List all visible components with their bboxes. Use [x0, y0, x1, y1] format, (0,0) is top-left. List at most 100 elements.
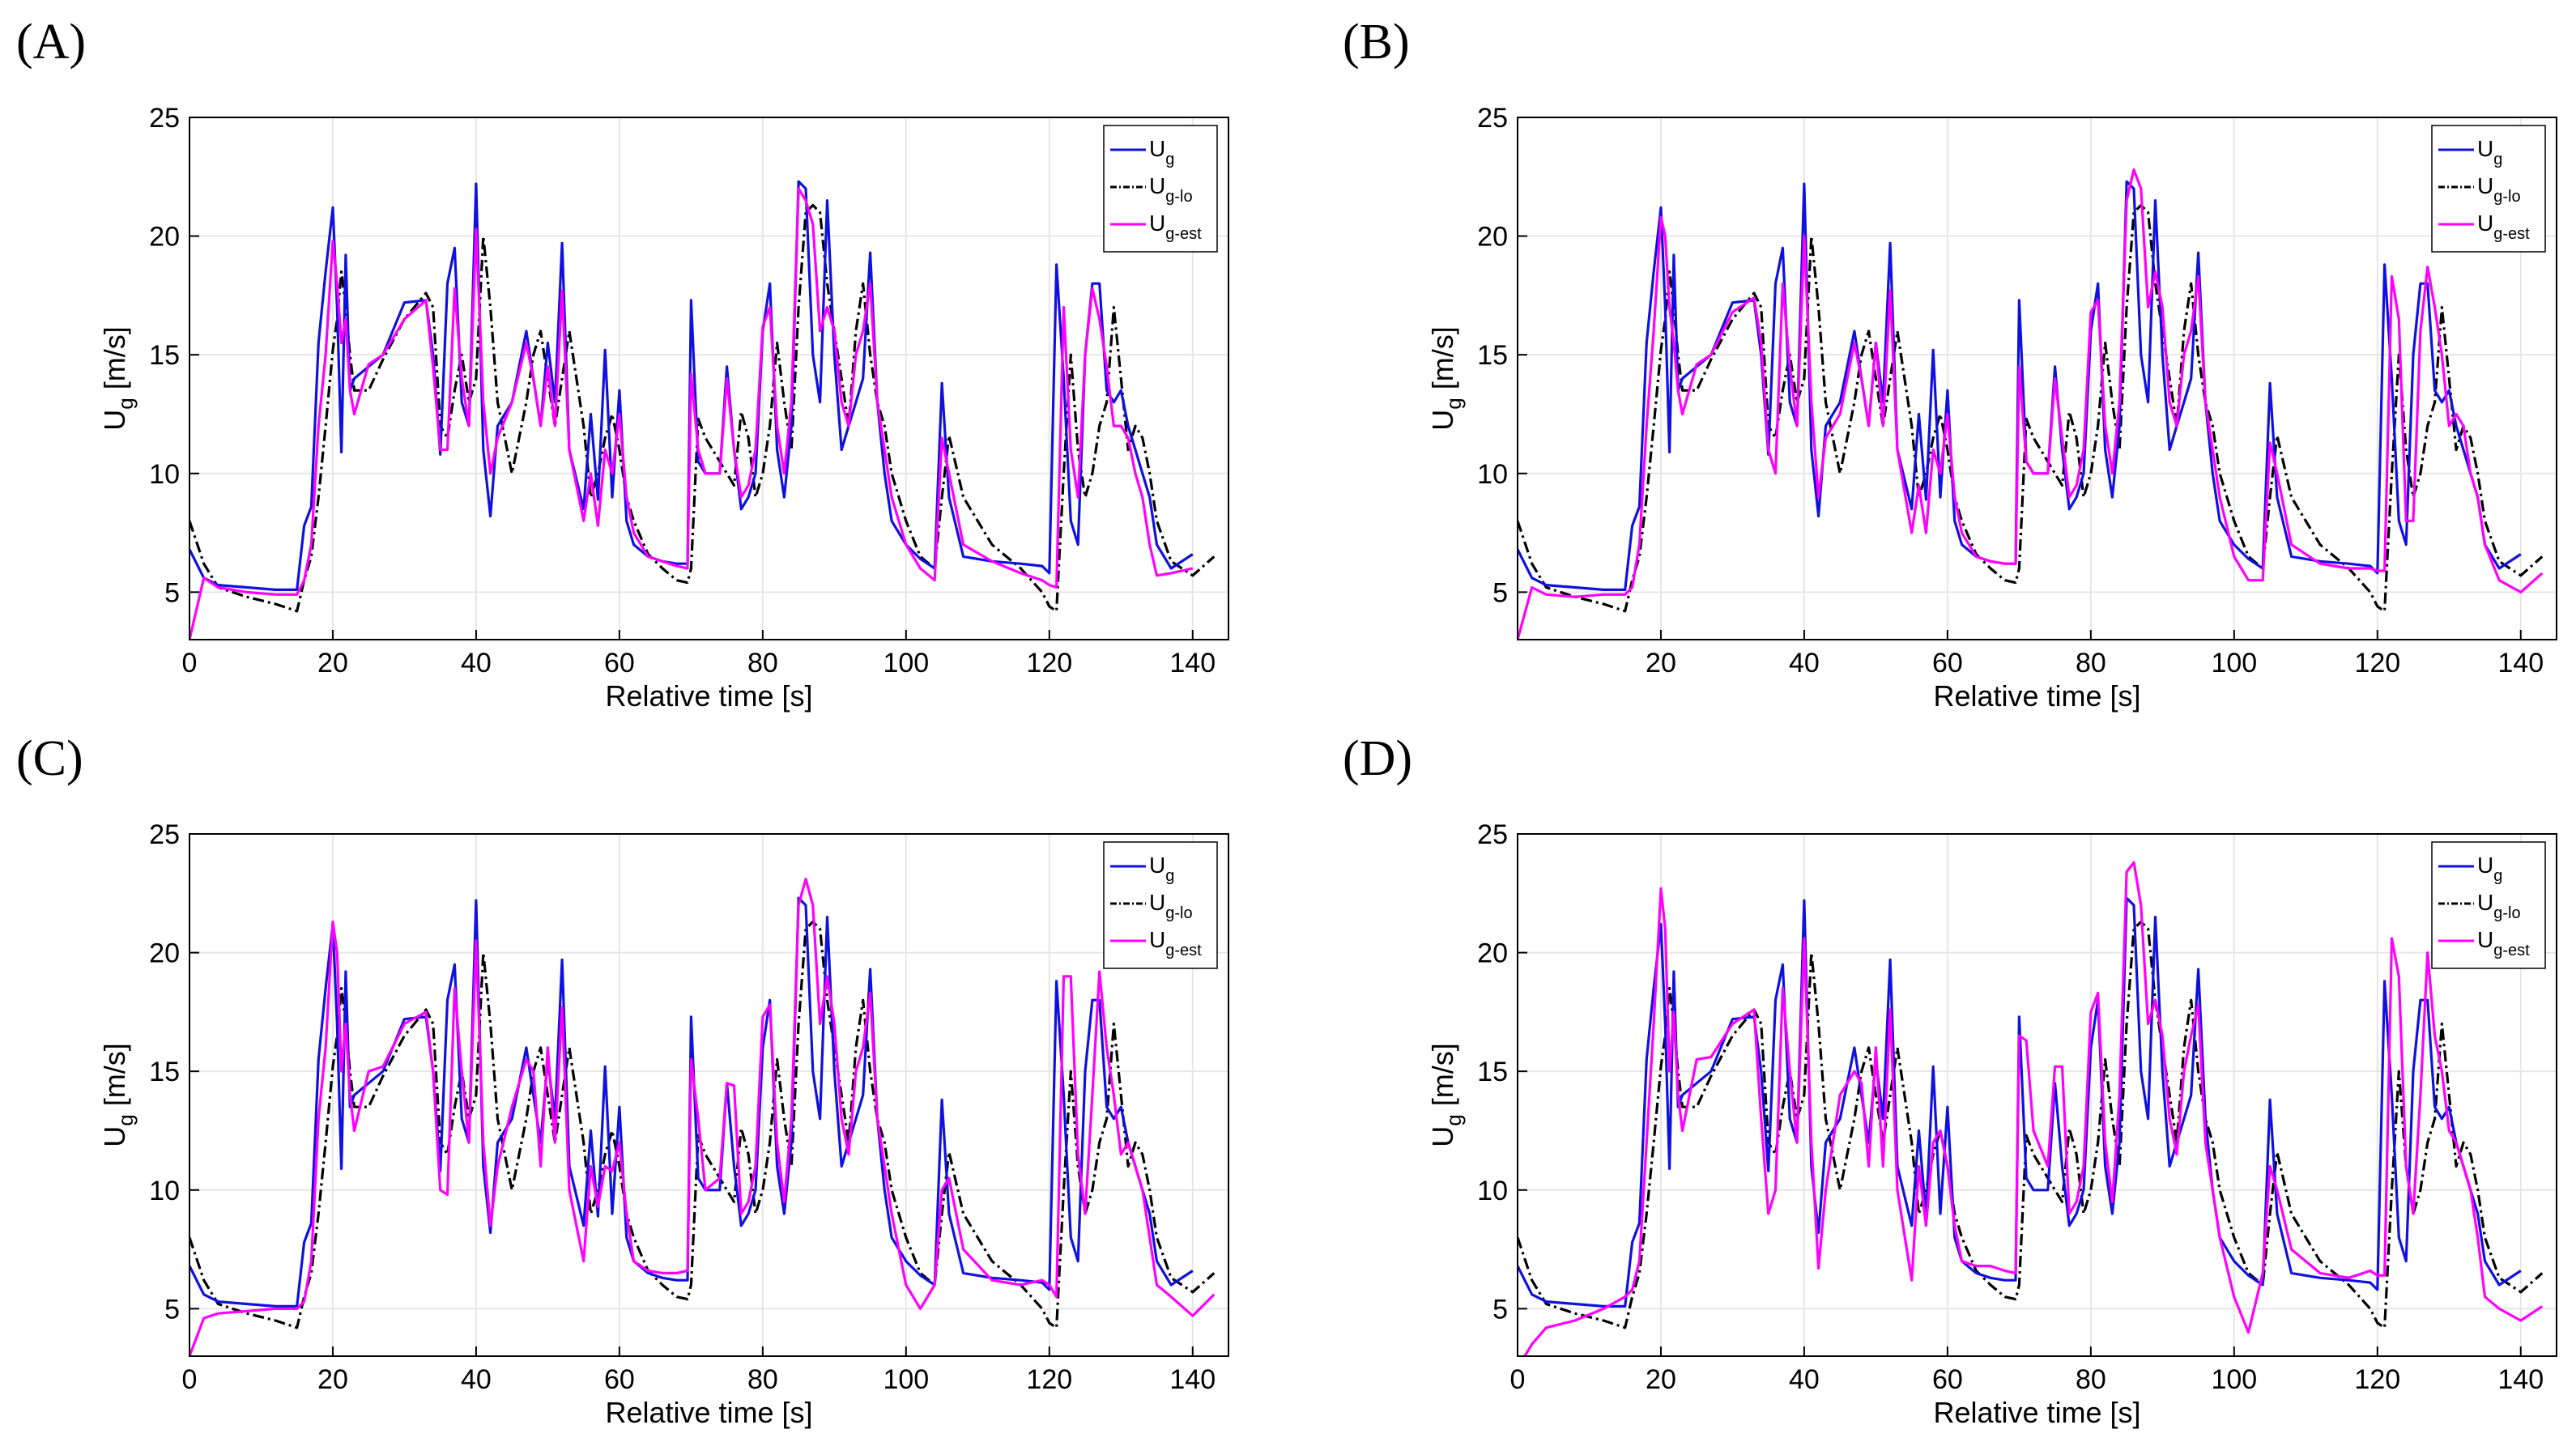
legend-entry: Ug-lo: [2477, 173, 2521, 206]
x-tick-label: 20: [317, 1364, 348, 1395]
y-axis-label: Ug [m/s]: [98, 326, 138, 430]
y-tick-label: 25: [1477, 819, 1508, 850]
x-tick-label: 140: [2497, 1364, 2544, 1395]
chart-panel-c: (C) 0 20 40 60 80 100 120 140 5 10 15 20 25 Relative t…: [16, 731, 1229, 1429]
panel-label: (B): [1343, 15, 1410, 70]
x-tick-label: 100: [883, 1364, 929, 1395]
x-tick-label: 140: [2497, 648, 2544, 678]
axes-box: [1517, 833, 2557, 1357]
legend: Ug Ug-lo Ug-est: [1103, 125, 1218, 253]
x-tick-label: 80: [2076, 648, 2106, 678]
x-tick-label: 40: [461, 648, 492, 678]
series-ug-est-line: [1518, 168, 2544, 640]
series-ug-est-line: [1522, 861, 2544, 1356]
x-tick-label: 120: [2354, 648, 2400, 678]
legend-box: [2431, 125, 2546, 253]
panel-label: (C): [16, 731, 83, 786]
x-tick-label: 100: [2211, 648, 2257, 678]
panel-label: (A): [16, 15, 86, 70]
y-tick-label: 20: [149, 222, 180, 253]
legend-entry: Ug: [1149, 853, 1174, 885]
y-tick-label: 20: [149, 938, 180, 969]
legend: Ug Ug-lo Ug-est: [2431, 841, 2546, 969]
legend-entry: Ug: [1149, 136, 1174, 168]
y-axis-label: Ug [m/s]: [98, 1043, 138, 1146]
y-tick-label: 15: [149, 1057, 180, 1087]
legend-box: [1103, 841, 1218, 969]
legend-entry: Ug-lo: [2477, 890, 2521, 922]
y-tick-label: 25: [1477, 103, 1508, 134]
chart-panel-d: (D) 0 20 40 60 80 100 120 140 5 10 15 20 25 Relative t…: [1343, 731, 2557, 1429]
x-tick-label: 20: [317, 648, 348, 678]
x-axis-label: Relative time [s]: [1933, 1396, 2140, 1429]
x-tick-label: 120: [1026, 648, 1072, 678]
x-tick-label: 100: [2211, 1364, 2257, 1395]
legend: Ug Ug-lo Ug-est: [1103, 841, 1218, 969]
y-tick-label: 5: [1492, 1294, 1508, 1325]
x-tick-label: 20: [1646, 1364, 1676, 1395]
y-tick-label: 15: [1477, 1057, 1508, 1087]
legend-entry: Ug: [2477, 853, 2502, 885]
x-tick-label: 80: [747, 1364, 778, 1395]
x-tick-label: 40: [1789, 648, 1820, 678]
x-tick-label: 20: [1646, 648, 1676, 678]
y-tick-label: 10: [1477, 459, 1508, 490]
series-ug-lo-line: [1518, 920, 2544, 1329]
x-tick-label: 60: [1932, 648, 1963, 678]
legend: Ug Ug-lo Ug-est: [2431, 125, 2546, 253]
legend-entry: Ug-est: [1149, 927, 1202, 959]
y-tick-label: 20: [1477, 222, 1508, 253]
legend-entry: Ug: [2477, 136, 2502, 168]
axes-box: [189, 117, 1229, 640]
x-tick-label: 80: [747, 648, 778, 678]
legend-box: [2431, 841, 2546, 969]
chart-panel-a: (A) 0 20 40 60 80 100 120 140 5 10 15 20 25 Relative t…: [16, 15, 1229, 712]
series-ug-lo-line: [1518, 203, 2544, 613]
y-tick-label: 10: [1477, 1176, 1508, 1206]
x-tick-label: 100: [883, 648, 929, 678]
x-axis-label: Relative time [s]: [605, 679, 812, 712]
y-tick-label: 5: [164, 1294, 180, 1325]
x-tick-label: 40: [1789, 1364, 1820, 1395]
legend-entry: Ug-est: [2477, 211, 2530, 243]
legend-entry: Ug-est: [1149, 211, 1202, 243]
y-axis-label: Ug [m/s]: [1426, 326, 1466, 430]
legend-entry: Ug-lo: [1149, 173, 1193, 206]
x-tick-label: 60: [604, 1364, 635, 1395]
legend-entry: Ug-est: [2477, 927, 2530, 959]
x-tick-label: 40: [461, 1364, 492, 1395]
x-tick-label: 120: [1026, 1364, 1072, 1395]
y-tick-label: 5: [1492, 577, 1508, 608]
x-tick-label: 0: [1510, 1364, 1526, 1395]
y-tick-label: 20: [1477, 938, 1508, 969]
y-tick-label: 15: [149, 340, 180, 371]
y-axis-label: Ug [m/s]: [1426, 1043, 1466, 1146]
x-tick-label: 80: [2076, 1364, 2106, 1395]
y-tick-label: 10: [149, 1176, 180, 1206]
y-tick-label: 10: [149, 459, 180, 490]
axes-box: [189, 833, 1229, 1357]
y-tick-label: 25: [149, 819, 180, 850]
y-tick-label: 15: [1477, 340, 1508, 371]
x-tick-label: 0: [182, 1364, 198, 1395]
legend-entry: Ug-lo: [1149, 890, 1193, 922]
x-tick-label: 140: [1169, 648, 1216, 678]
x-tick-label: 140: [1169, 1364, 1216, 1395]
x-tick-label: 60: [1932, 1364, 1963, 1395]
series-ug-line: [1518, 896, 2522, 1308]
chart-panel-b: (B) 20 40 60 80 100 120 140 5 10 15 20 25 Relative ti…: [1343, 15, 2557, 712]
y-tick-label: 25: [149, 103, 180, 134]
series-ug-est-line: [189, 878, 1216, 1356]
x-axis-label: Relative time [s]: [605, 1396, 812, 1429]
x-tick-label: 0: [182, 648, 198, 678]
series-ug-est-line: [189, 187, 1194, 640]
x-tick-label: 60: [604, 648, 635, 678]
axes-box: [1517, 117, 2557, 640]
x-tick-label: 120: [2354, 1364, 2400, 1395]
y-tick-label: 5: [164, 577, 180, 608]
x-axis-label: Relative time [s]: [1933, 679, 2140, 712]
legend-box: [1103, 125, 1218, 253]
panel-label: (D): [1343, 731, 1412, 786]
series-ug-lo-line: [189, 920, 1216, 1329]
